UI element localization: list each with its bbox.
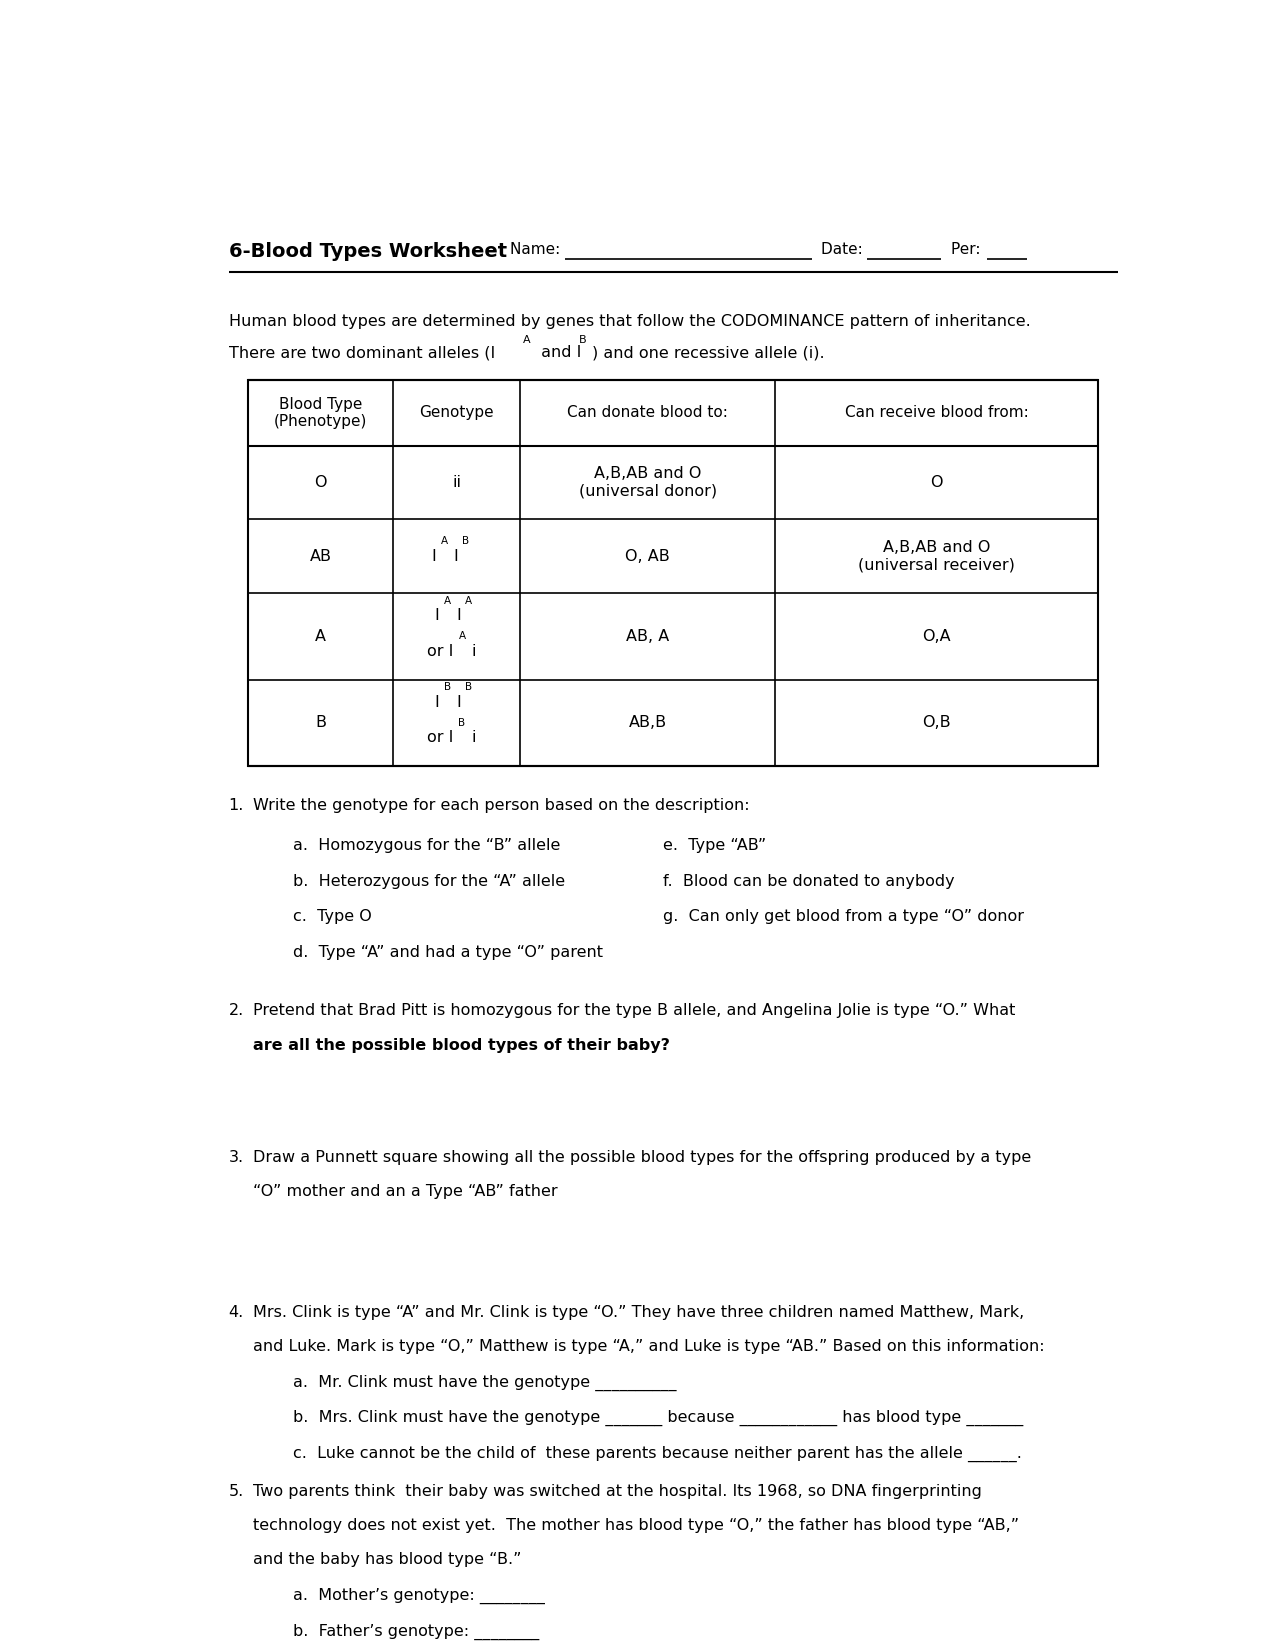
Text: I: I <box>432 549 436 564</box>
Text: a.  Homozygous for the “B” allele: a. Homozygous for the “B” allele <box>293 838 560 853</box>
Text: and Luke. Mark is type “O,” Matthew is type “A,” and Luke is type “AB.” Based on: and Luke. Mark is type “O,” Matthew is t… <box>254 1338 1046 1355</box>
Text: B: B <box>579 335 586 345</box>
Text: O: O <box>315 475 326 490</box>
Text: AB, A: AB, A <box>626 629 669 644</box>
Text: O,A: O,A <box>922 629 951 644</box>
Text: a.  Mr. Clink must have the genotype __________: a. Mr. Clink must have the genotype ____… <box>293 1374 676 1391</box>
Text: O,B: O,B <box>922 714 951 731</box>
Text: a.  Mother’s genotype: ________: a. Mother’s genotype: ________ <box>293 1587 544 1604</box>
Text: b.  Father’s genotype: ________: b. Father’s genotype: ________ <box>293 1624 539 1640</box>
Text: Per:: Per: <box>951 243 986 257</box>
Text: 2.: 2. <box>228 1003 244 1018</box>
Text: d.  Type “A” and had a type “O” parent: d. Type “A” and had a type “O” parent <box>293 945 603 960</box>
Text: B: B <box>459 718 465 728</box>
Text: I: I <box>454 549 458 564</box>
Text: I: I <box>456 695 462 710</box>
Text: c.  Type O: c. Type O <box>293 909 371 924</box>
Text: and I: and I <box>536 345 581 360</box>
Text: 1.: 1. <box>228 797 244 813</box>
Text: B: B <box>315 714 326 731</box>
Text: c.  Luke cannot be the child of  these parents because neither parent has the al: c. Luke cannot be the child of these par… <box>293 1445 1021 1462</box>
Text: A: A <box>523 335 530 345</box>
Text: Name:: Name: <box>510 243 565 257</box>
Text: B: B <box>463 536 469 546</box>
Text: Date:: Date: <box>821 243 868 257</box>
Text: i: i <box>472 644 476 658</box>
Text: f.  Blood can be donated to anybody: f. Blood can be donated to anybody <box>663 874 955 889</box>
Text: Can donate blood to:: Can donate blood to: <box>567 406 728 421</box>
Text: g.  Can only get blood from a type “O” donor: g. Can only get blood from a type “O” do… <box>663 909 1024 924</box>
Text: A,B,AB and O
(universal receiver): A,B,AB and O (universal receiver) <box>858 540 1015 573</box>
Text: b.  Mrs. Clink must have the genotype _______ because ____________ has blood typ: b. Mrs. Clink must have the genotype ___… <box>293 1411 1023 1426</box>
Text: i: i <box>472 731 476 746</box>
Text: Mrs. Clink is type “A” and Mr. Clink is type “O.” They have three children named: Mrs. Clink is type “A” and Mr. Clink is … <box>254 1305 1025 1320</box>
Text: 4.: 4. <box>228 1305 244 1320</box>
Text: or I: or I <box>427 731 453 746</box>
Text: 6-Blood Types Worksheet: 6-Blood Types Worksheet <box>228 243 506 261</box>
Text: technology does not exist yet.  The mother has blood type “O,” the father has bl: technology does not exist yet. The mothe… <box>254 1518 1020 1533</box>
Text: Can receive blood from:: Can receive blood from: <box>845 406 1029 421</box>
Text: I: I <box>435 609 440 624</box>
Text: I: I <box>435 695 440 710</box>
Text: O: O <box>931 475 944 490</box>
Bar <box>249 380 1098 766</box>
Text: Draw a Punnett square showing all the possible blood types for the offspring pro: Draw a Punnett square showing all the po… <box>254 1150 1031 1165</box>
Text: A: A <box>444 596 451 606</box>
Text: B: B <box>465 681 473 691</box>
Text: A: A <box>465 596 473 606</box>
Text: or I: or I <box>427 644 453 658</box>
Text: O, AB: O, AB <box>625 549 671 564</box>
Text: Pretend that Brad Pitt is homozygous for the type B allele, and Angelina Jolie i: Pretend that Brad Pitt is homozygous for… <box>254 1003 1016 1018</box>
Text: ) and one recessive allele (i).: ) and one recessive allele (i). <box>592 345 825 360</box>
Text: B: B <box>444 681 451 691</box>
Text: I: I <box>456 609 462 624</box>
Text: and the baby has blood type “B.”: and the baby has blood type “B.” <box>254 1553 521 1567</box>
Text: “O” mother and an a Type “AB” father: “O” mother and an a Type “AB” father <box>254 1185 558 1200</box>
Text: AB,B: AB,B <box>629 714 667 731</box>
Text: Write the genotype for each person based on the description:: Write the genotype for each person based… <box>254 797 750 813</box>
Text: b.  Heterozygous for the “A” allele: b. Heterozygous for the “A” allele <box>293 874 565 889</box>
Text: AB: AB <box>310 549 332 564</box>
Text: 3.: 3. <box>228 1150 244 1165</box>
Text: Two parents think  their baby was switched at the hospital. Its 1968, so DNA fin: Two parents think their baby was switche… <box>254 1483 982 1498</box>
Text: e.  Type “AB”: e. Type “AB” <box>663 838 766 853</box>
Text: Blood Type
(Phenotype): Blood Type (Phenotype) <box>274 396 367 429</box>
Text: A,B,AB and O
(universal donor): A,B,AB and O (universal donor) <box>579 467 717 498</box>
Text: Genotype: Genotype <box>419 406 493 421</box>
Text: Human blood types are determined by genes that follow the CODOMINANCE pattern of: Human blood types are determined by gene… <box>228 314 1030 328</box>
Text: are all the possible blood types of their baby?: are all the possible blood types of thei… <box>254 1038 671 1053</box>
Text: 5.: 5. <box>228 1483 244 1498</box>
Text: There are two dominant alleles (I: There are two dominant alleles (I <box>228 345 495 360</box>
Text: ii: ii <box>453 475 462 490</box>
Text: A: A <box>459 632 465 642</box>
Text: A: A <box>441 536 448 546</box>
Text: A: A <box>315 629 326 644</box>
